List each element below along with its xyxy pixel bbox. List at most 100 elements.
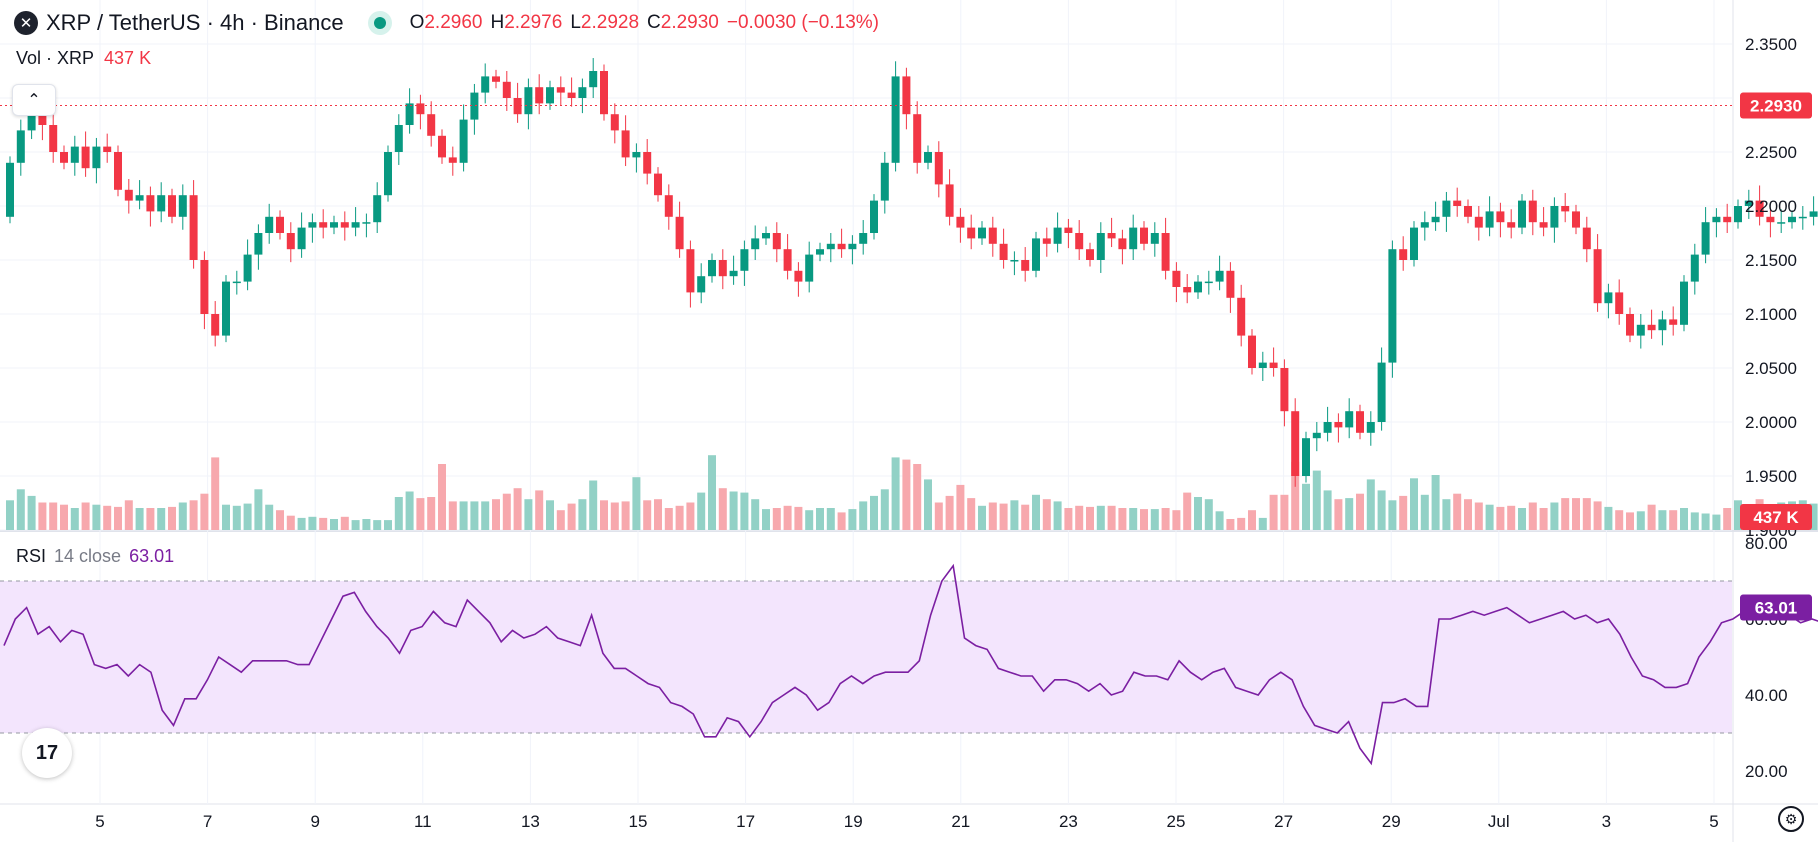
candle-body	[6, 162, 14, 217]
candle-body	[1323, 422, 1332, 433]
volume-bar	[1021, 504, 1030, 530]
collapse-legend-button[interactable]: ⌃	[12, 84, 56, 116]
volume-bar	[1658, 510, 1667, 530]
rsi-tick-label: 20.00	[1745, 762, 1788, 781]
volume-bar	[1539, 508, 1548, 530]
candle-body	[1669, 319, 1678, 325]
candle-body	[1647, 324, 1656, 331]
candle-body	[805, 254, 814, 282]
low-value: 2.2928	[580, 12, 640, 33]
candle-body	[1572, 211, 1580, 228]
candle-body	[81, 146, 90, 169]
price-axis: 2.35002.30002.25002.20002.15002.10002.05…	[1745, 35, 1797, 540]
candle-body	[1366, 422, 1375, 433]
volume-bar	[1626, 512, 1634, 530]
candle-body	[1399, 249, 1408, 260]
volume-bar	[1226, 519, 1235, 530]
candle-body	[1086, 249, 1094, 260]
candle-body	[762, 233, 770, 239]
volume-legend[interactable]: Vol · XRP 437 K	[16, 48, 151, 69]
market-status-icon[interactable]	[367, 11, 392, 35]
volume-bar	[103, 505, 112, 530]
candle-body	[330, 222, 338, 228]
candle-body	[988, 227, 997, 244]
volume-bar	[945, 495, 954, 530]
candle-body	[1161, 233, 1170, 271]
candle-body	[27, 103, 36, 131]
candle-body	[999, 243, 1008, 260]
candle-body	[124, 189, 133, 201]
candle-body	[1744, 200, 1753, 206]
volume-bar	[513, 488, 522, 530]
gear-icon[interactable]: ⚙	[1778, 806, 1804, 832]
volume-bar	[1302, 483, 1310, 530]
candle-body	[1788, 216, 1796, 223]
volume-bar	[535, 490, 544, 530]
volume-bar	[1410, 478, 1418, 530]
candle-body	[978, 227, 986, 239]
candle-body	[729, 270, 738, 277]
time-tick-label: 3	[1602, 812, 1611, 831]
volume-bar	[837, 512, 846, 530]
volume-bar	[1680, 508, 1688, 530]
rsi-legend[interactable]: RSI 14 close 63.01	[16, 546, 174, 567]
axis-badges: 2.2930 437 K 63.01	[1740, 92, 1812, 621]
candle-body	[1096, 233, 1105, 260]
candle-body	[103, 146, 112, 152]
candle-body	[837, 243, 846, 250]
volume-bar	[384, 520, 392, 530]
volume-bar	[1582, 498, 1591, 530]
volume-bar	[1647, 504, 1656, 530]
candle-body	[1561, 206, 1570, 212]
candle-body	[686, 249, 695, 293]
candle-body	[1021, 260, 1030, 271]
volume-bar	[1518, 508, 1526, 530]
volume-bar	[686, 502, 695, 530]
candle-body	[481, 76, 490, 93]
candle-body	[556, 87, 565, 93]
symbol-title[interactable]: XRP / TetherUS · 4h · Binance	[46, 10, 344, 35]
volume-bar	[16, 489, 25, 530]
candle-body	[664, 195, 673, 217]
volume-bar	[6, 500, 14, 530]
time-tick-label: 17	[736, 812, 755, 831]
candle-body	[718, 260, 727, 277]
volume-bar	[816, 508, 824, 530]
candle-body	[610, 114, 619, 131]
volume-bar	[1129, 508, 1138, 530]
candle-body	[1734, 206, 1742, 223]
volume-bar	[1280, 494, 1289, 530]
candle-body	[1032, 238, 1040, 271]
candle-body	[1604, 292, 1613, 304]
close-value: 2.2930	[660, 12, 719, 33]
candle-body	[1582, 227, 1591, 250]
volume-bar	[1269, 494, 1278, 530]
volume-bar	[1474, 502, 1483, 530]
volume-bar	[1809, 503, 1818, 530]
price-tick-label: 2.1000	[1745, 305, 1797, 324]
volume-bar	[92, 504, 101, 530]
time-tick-label: 5	[1709, 812, 1718, 831]
volume-bar	[1107, 505, 1116, 530]
last-price-badge: 2.2930	[1750, 97, 1802, 116]
tradingview-logo-icon[interactable]: 17	[22, 728, 72, 778]
candle-body	[1280, 368, 1289, 412]
candle-body	[1496, 211, 1505, 223]
volume-bar	[1356, 493, 1364, 530]
volume-bar	[772, 508, 781, 530]
volume-bar	[1248, 510, 1256, 530]
volume-bar	[492, 499, 500, 530]
volume-bar	[1496, 506, 1505, 530]
volume-bar	[135, 508, 144, 530]
volume-bar	[1258, 517, 1267, 530]
volume-bar	[1312, 470, 1321, 530]
volume-bar	[643, 500, 652, 530]
volume-bar	[567, 503, 576, 530]
candle-body	[243, 254, 252, 282]
candle-body	[157, 195, 166, 212]
candle-body	[394, 125, 403, 152]
volume-bar	[708, 455, 716, 530]
volume-bar	[718, 488, 727, 530]
volume-bar	[189, 500, 198, 530]
